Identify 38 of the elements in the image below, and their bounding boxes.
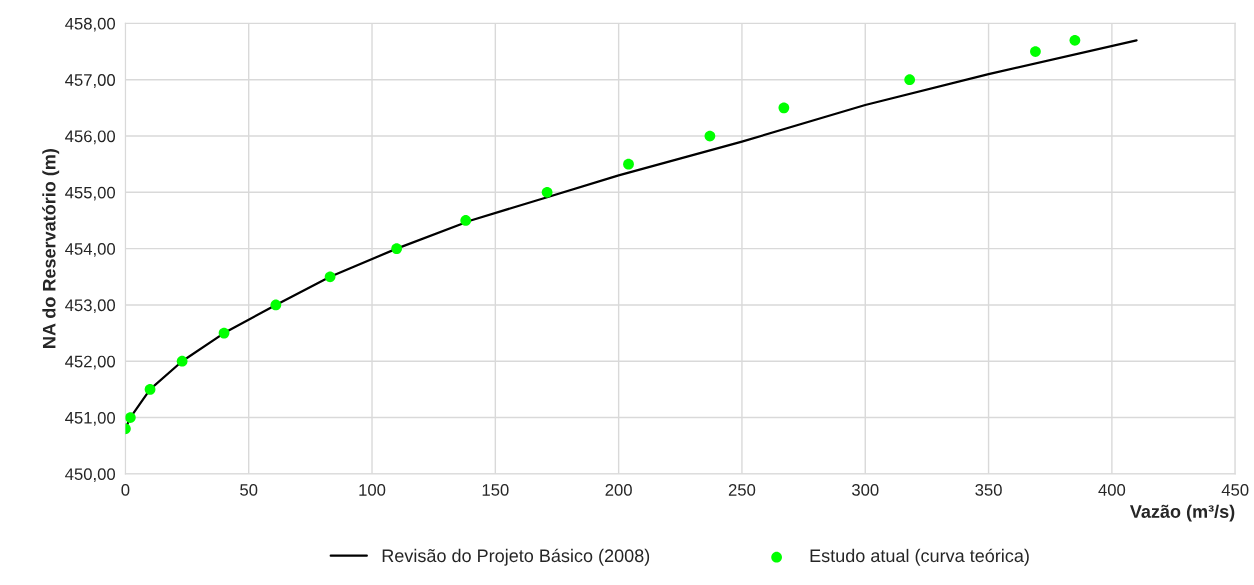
x-tick-label: 450: [1221, 484, 1249, 496]
y-tick-label: 454,00: [65, 243, 116, 257]
y-tick-label: 451,00: [65, 411, 116, 426]
point: [541, 186, 553, 198]
x-tick-label: 150: [482, 484, 509, 496]
x-axis-title: Vazão (m³/s): [1129, 504, 1235, 522]
y-tick-label: 453,00: [65, 299, 116, 314]
point: [391, 243, 403, 254]
x-tick-label: 200: [605, 484, 632, 496]
y-tick-label: 457,00: [65, 74, 116, 88]
point: [144, 384, 156, 395]
x-tick-label: 300: [851, 484, 879, 496]
y-tick-label: 456,00: [65, 130, 116, 145]
point: [176, 355, 188, 367]
y-tick-label: 450,00: [65, 468, 116, 483]
point: [704, 130, 716, 142]
point: [778, 102, 790, 114]
point: [125, 412, 136, 423]
point: [218, 327, 230, 339]
point: [460, 215, 472, 226]
y-tick-label: 455,00: [65, 186, 116, 201]
x-tick-label: 50: [240, 484, 258, 496]
point: [623, 158, 634, 170]
y-axis-title: NA do Reservatório (m): [42, 149, 60, 348]
legend-label: Estudo atual (curva teórica): [810, 548, 1029, 566]
y-tick-label: 458,00: [65, 17, 116, 32]
x-tick-label: 250: [728, 484, 756, 496]
point: [324, 271, 336, 283]
legend-label: Revisão do Projeto Básico (2008): [382, 548, 650, 566]
point: [1069, 34, 1081, 46]
y-tick-label: 452,00: [65, 355, 116, 370]
x-tick-label: 100: [359, 484, 386, 496]
point: [270, 299, 282, 311]
x-tick-label: 350: [975, 484, 1002, 496]
x-tick-label: 0: [121, 484, 130, 496]
x-tick-label: 400: [1098, 484, 1126, 496]
point: [1030, 46, 1041, 57]
point: [904, 74, 916, 86]
